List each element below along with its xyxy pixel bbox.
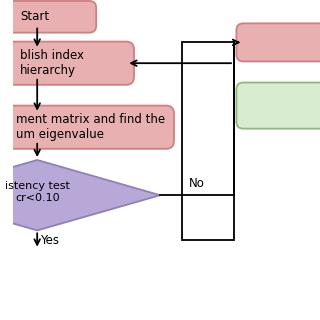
Text: Start: Start bbox=[20, 10, 49, 23]
FancyBboxPatch shape bbox=[0, 42, 134, 85]
Text: istency test
cr<0.10: istency test cr<0.10 bbox=[5, 181, 70, 203]
Text: blish index
hierarchy: blish index hierarchy bbox=[20, 49, 84, 77]
Text: ment matrix and find the
um eigenvalue: ment matrix and find the um eigenvalue bbox=[16, 113, 165, 141]
Bar bbox=[182, 42, 234, 240]
Text: No: No bbox=[189, 177, 205, 190]
FancyBboxPatch shape bbox=[236, 83, 320, 129]
Text: Yes: Yes bbox=[40, 234, 59, 246]
FancyBboxPatch shape bbox=[0, 1, 96, 33]
FancyBboxPatch shape bbox=[0, 106, 174, 149]
Polygon shape bbox=[0, 160, 160, 230]
FancyBboxPatch shape bbox=[236, 23, 320, 61]
